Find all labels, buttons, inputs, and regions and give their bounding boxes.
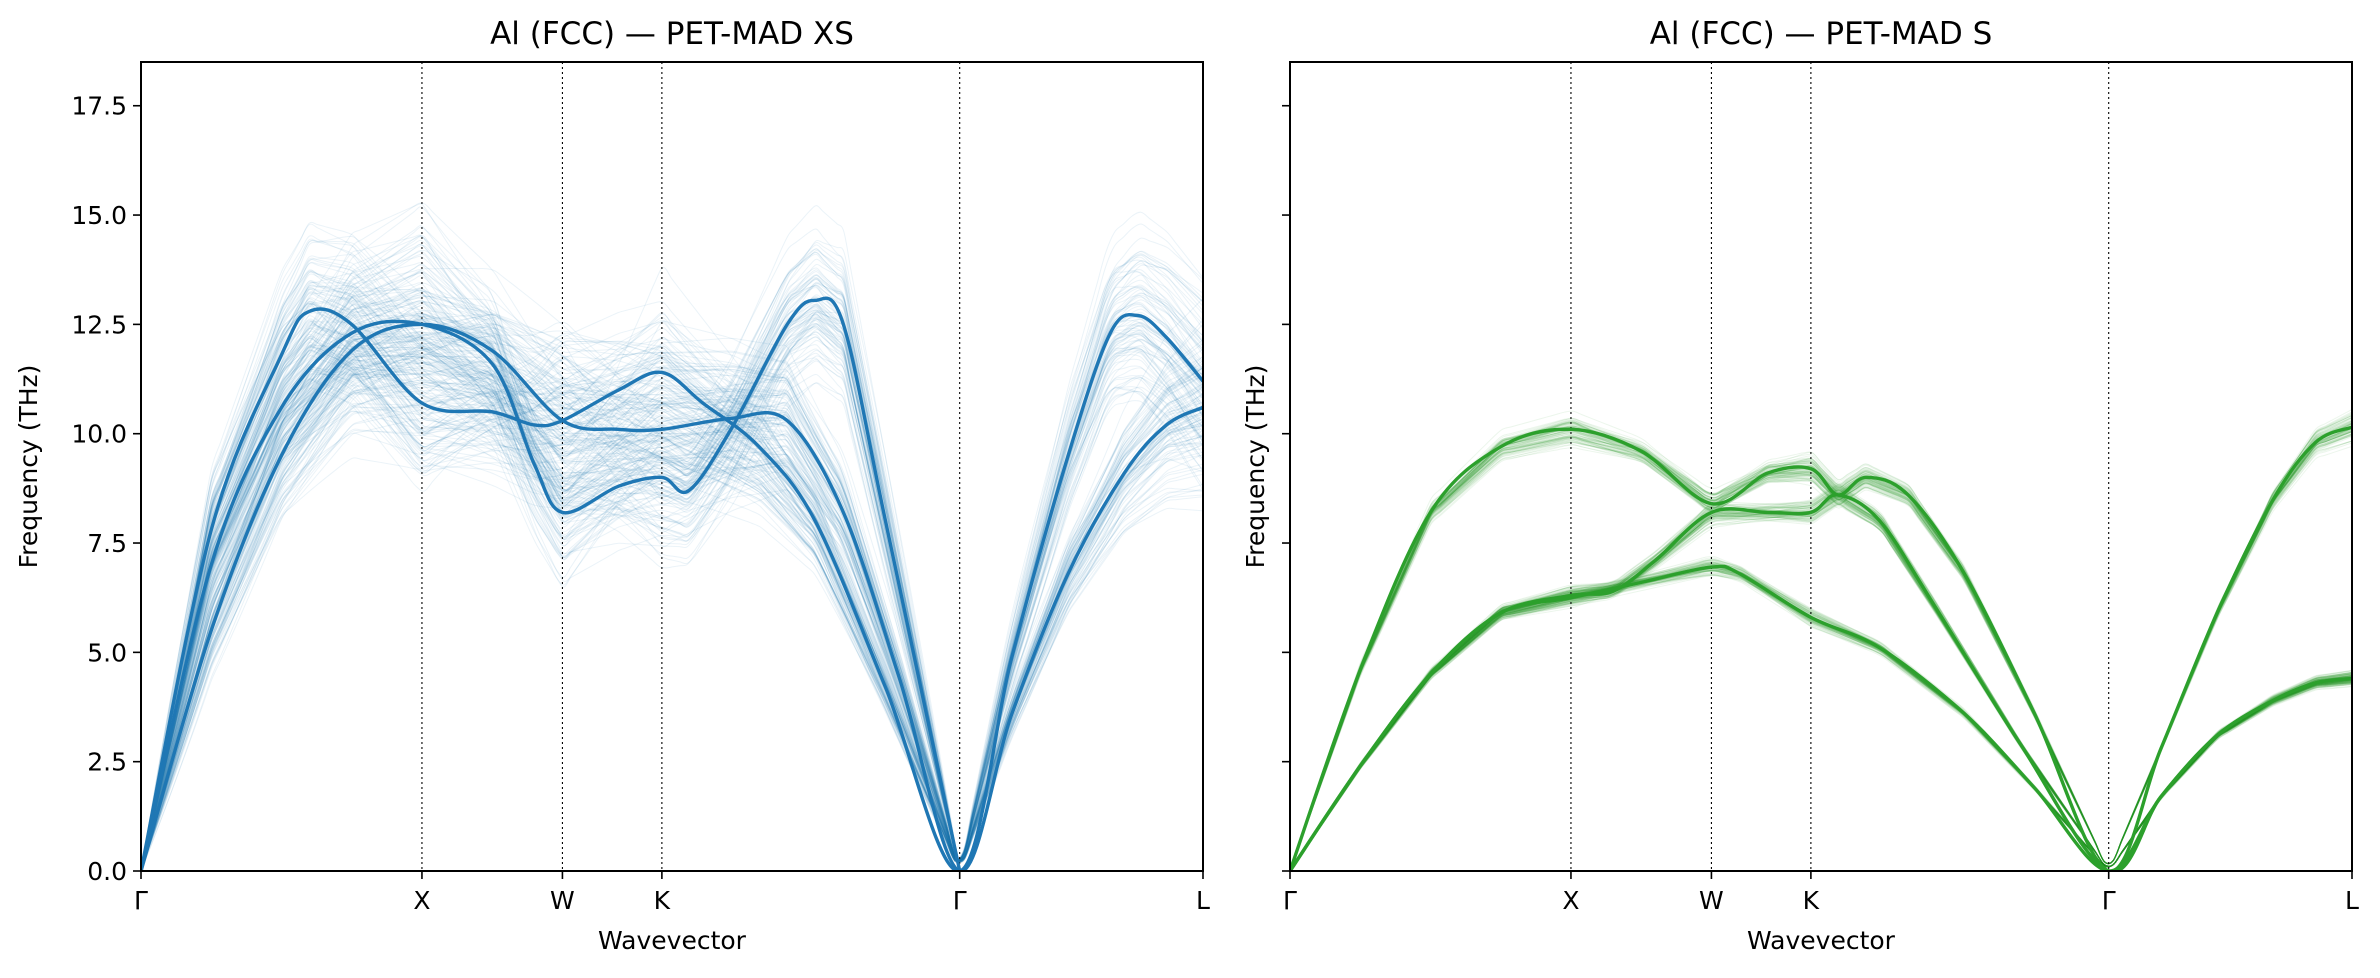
y-axis-label-xs: Frequency (THz) bbox=[14, 365, 43, 569]
chart-title-s: Al (FCC) — PET-MAD S bbox=[1650, 16, 1993, 52]
x-tick-label: X bbox=[413, 886, 430, 915]
x-tick-label: L bbox=[1196, 886, 1210, 915]
y-tick-label: 10.0 bbox=[71, 420, 127, 449]
x-tick-label: X bbox=[1562, 886, 1579, 915]
x-tick-label: Γ bbox=[1283, 886, 1297, 915]
x-tick-label: K bbox=[1803, 886, 1820, 915]
y-tick-label: 12.5 bbox=[71, 310, 127, 339]
y-tick-label: 15.0 bbox=[71, 201, 127, 230]
x-axis-label-xs: Wavevector bbox=[598, 926, 747, 955]
x-tick-label: Γ bbox=[953, 886, 967, 915]
y-axis-label-s: Frequency (THz) bbox=[1241, 365, 1270, 569]
x-tick-label: W bbox=[550, 886, 575, 915]
x-tick-label: W bbox=[1699, 886, 1724, 915]
y-tick-label: 0.0 bbox=[87, 857, 127, 886]
x-tick-label: Γ bbox=[2102, 886, 2116, 915]
chart-title-xs: Al (FCC) — PET-MAD XS bbox=[490, 16, 854, 52]
x-axis-label-s: Wavevector bbox=[1747, 926, 1896, 955]
y-tick-label: 2.5 bbox=[87, 748, 127, 777]
x-tick-label: Γ bbox=[134, 886, 148, 915]
y-tick-label: 5.0 bbox=[87, 638, 127, 667]
x-tick-label: L bbox=[2345, 886, 2359, 915]
x-tick-label: K bbox=[654, 886, 671, 915]
y-tick-label: 17.5 bbox=[71, 92, 127, 121]
y-tick-label: 7.5 bbox=[87, 529, 127, 558]
